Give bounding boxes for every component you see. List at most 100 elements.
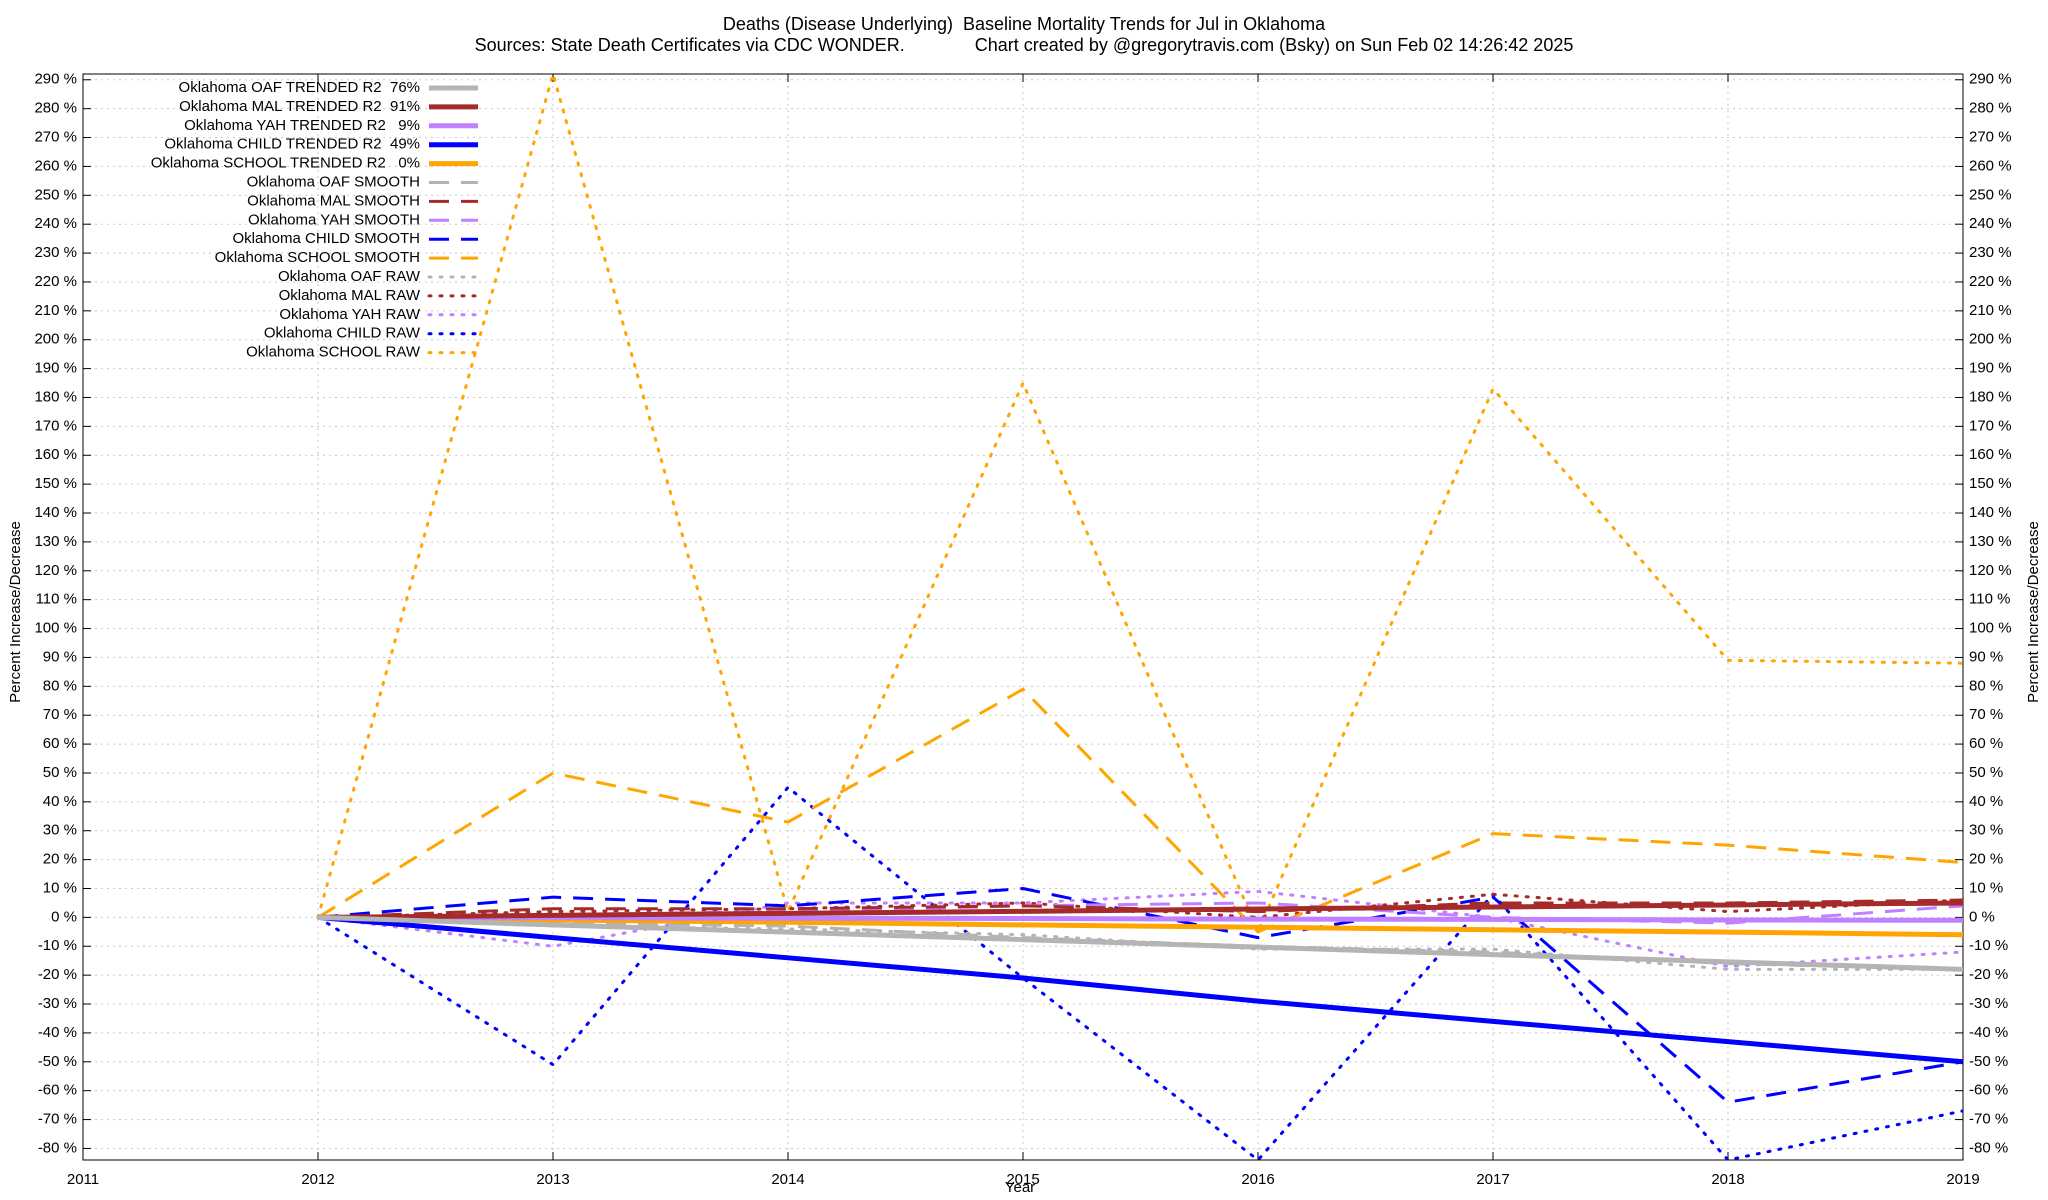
- y2-tick-label: 40 %: [1969, 793, 2003, 810]
- legend-label: Oklahoma SCHOOL SMOOTH: [215, 249, 420, 266]
- y-tick-label: 240 %: [34, 215, 77, 232]
- legend-label: Oklahoma OAF TRENDED R2 76%: [179, 79, 420, 96]
- y2-tick-label: 70 %: [1969, 706, 2003, 723]
- legend-label: Oklahoma MAL SMOOTH: [247, 192, 420, 209]
- y-tick-label: -70 %: [38, 1111, 77, 1128]
- y-tick-label: 120 %: [34, 562, 77, 579]
- y2-tick-label: 220 %: [1969, 273, 2012, 290]
- x-tick-label: 2013: [536, 1171, 569, 1188]
- series-line: [317, 914, 1963, 938]
- y2-tick-label: -30 %: [1969, 995, 2008, 1012]
- legend-label: Oklahoma CHILD RAW: [264, 325, 421, 342]
- series-line: [317, 900, 1963, 920]
- series-line: [317, 898, 1963, 919]
- y-tick-label: -60 %: [38, 1082, 77, 1099]
- y-tick-label: -80 %: [38, 1139, 77, 1156]
- x-tick-label: 2017: [1476, 1171, 1509, 1188]
- y2-tick-label: 20 %: [1969, 851, 2003, 868]
- y-tick-label: 60 %: [43, 735, 77, 752]
- series-line: [317, 914, 1963, 972]
- legend-label: Oklahoma MAL RAW: [279, 287, 421, 304]
- y2-tick-label: -60 %: [1969, 1082, 2008, 1099]
- y2-tick-label: 120 %: [1969, 562, 2012, 579]
- y2-tick-label: 190 %: [1969, 360, 2012, 377]
- y2-tick-label: -80 %: [1969, 1139, 2008, 1156]
- y2-tick-label: 60 %: [1969, 735, 2003, 752]
- x-tick-label: 2018: [1711, 1171, 1744, 1188]
- y-tick-label: -30 %: [38, 995, 77, 1012]
- y-tick-label: 250 %: [34, 186, 77, 203]
- y2-tick-label: 240 %: [1969, 215, 2012, 232]
- series-line: [317, 687, 1963, 934]
- y-tick-label: -40 %: [38, 1024, 77, 1041]
- legend-label: Oklahoma SCHOOL TRENDED R2 0%: [151, 155, 420, 172]
- legend-label: Oklahoma SCHOOL RAW: [246, 344, 421, 361]
- y-tick-label: 150 %: [34, 475, 77, 492]
- y2-tick-label: 170 %: [1969, 417, 2012, 434]
- y-tick-label: 230 %: [34, 244, 77, 261]
- y-tick-label: 80 %: [43, 677, 77, 694]
- x-tick-label: 2016: [1241, 1171, 1274, 1188]
- y-tick-label: 70 %: [43, 706, 77, 723]
- y2-tick-label: 180 %: [1969, 388, 2012, 405]
- y-tick-label: 290 %: [34, 71, 77, 88]
- y2-tick-label: 290 %: [1969, 71, 2012, 88]
- y2-tick-label: 90 %: [1969, 648, 2003, 665]
- legend-label: Oklahoma CHILD TRENDED R2 49%: [164, 136, 420, 153]
- series-line: [317, 914, 1963, 1065]
- legend-label: Oklahoma YAH SMOOTH: [248, 211, 420, 228]
- y2-tick-label: -50 %: [1969, 1053, 2008, 1070]
- chart-subtitle: Sources: State Death Certificates via CD…: [475, 35, 1574, 55]
- y2-tick-label: 10 %: [1969, 879, 2003, 896]
- series-line: [316, 892, 1963, 919]
- y2-tick-label: 280 %: [1969, 100, 2012, 117]
- y-tick-label: -50 %: [38, 1053, 77, 1070]
- y-tick-label: 100 %: [34, 620, 77, 637]
- legend-label: Oklahoma OAF RAW: [278, 268, 421, 285]
- y2-tick-label: 130 %: [1969, 533, 2012, 550]
- y-tick-label: 50 %: [43, 764, 77, 781]
- y2-tick-label: 0 %: [1969, 908, 1995, 925]
- y2-tick-label: 160 %: [1969, 446, 2012, 463]
- y-tick-label: 90 %: [43, 648, 77, 665]
- y-tick-label: 190 %: [34, 360, 77, 377]
- y2-tick-label: 260 %: [1969, 157, 2012, 174]
- y-axis-label: Percent Increase/Decrease: [7, 521, 24, 703]
- x-tick-label: 2014: [771, 1171, 804, 1188]
- y2-tick-label: 140 %: [1969, 504, 2012, 521]
- y2-tick-label: -40 %: [1969, 1024, 2008, 1041]
- plot-frame: [82, 73, 1964, 1161]
- y-tick-label: 270 %: [34, 129, 77, 146]
- y2-tick-label: 200 %: [1969, 331, 2012, 348]
- y2-tick-label: 100 %: [1969, 620, 2012, 637]
- series-line: [317, 914, 1963, 923]
- y2-tick-label: 210 %: [1969, 302, 2012, 319]
- x-tick-label: 2019: [1946, 1171, 1979, 1188]
- y2-tick-label: 30 %: [1969, 822, 2003, 839]
- y2-tick-label: 110 %: [1969, 591, 2010, 608]
- series-line: [317, 887, 1963, 1104]
- y2-tick-label: -10 %: [1969, 937, 2008, 954]
- legend-label: Oklahoma MAL TRENDED R2 91%: [179, 98, 420, 115]
- legend-label: Oklahoma YAH RAW: [279, 306, 420, 323]
- series-line: [316, 785, 1963, 1160]
- y-tick-label: 220 %: [34, 273, 77, 290]
- y2-tick-label: 50 %: [1969, 764, 2003, 781]
- y-tick-label: 30 %: [43, 822, 77, 839]
- x-tick-label: 2012: [301, 1171, 334, 1188]
- y-tick-label: 40 %: [43, 793, 77, 810]
- y-tick-label: -20 %: [38, 966, 77, 983]
- y-tick-label: 280 %: [34, 100, 77, 117]
- x-tick-label: 2011: [67, 1171, 99, 1188]
- y-tick-label: 170 %: [34, 417, 77, 434]
- y-tick-label: 110 %: [36, 591, 77, 608]
- y-tick-label: 130 %: [34, 533, 77, 550]
- y2-axis-label: Percent Increase/Decrease: [2025, 521, 2042, 703]
- chart-title: Deaths (Disease Underlying) Baseline Mor…: [723, 14, 1326, 34]
- y-tick-label: 160 %: [34, 446, 77, 463]
- y-tick-label: 180 %: [34, 388, 77, 405]
- y-tick-label: 210 %: [34, 302, 77, 319]
- y-tick-label: 0 %: [51, 908, 77, 925]
- series-line: [316, 74, 1963, 934]
